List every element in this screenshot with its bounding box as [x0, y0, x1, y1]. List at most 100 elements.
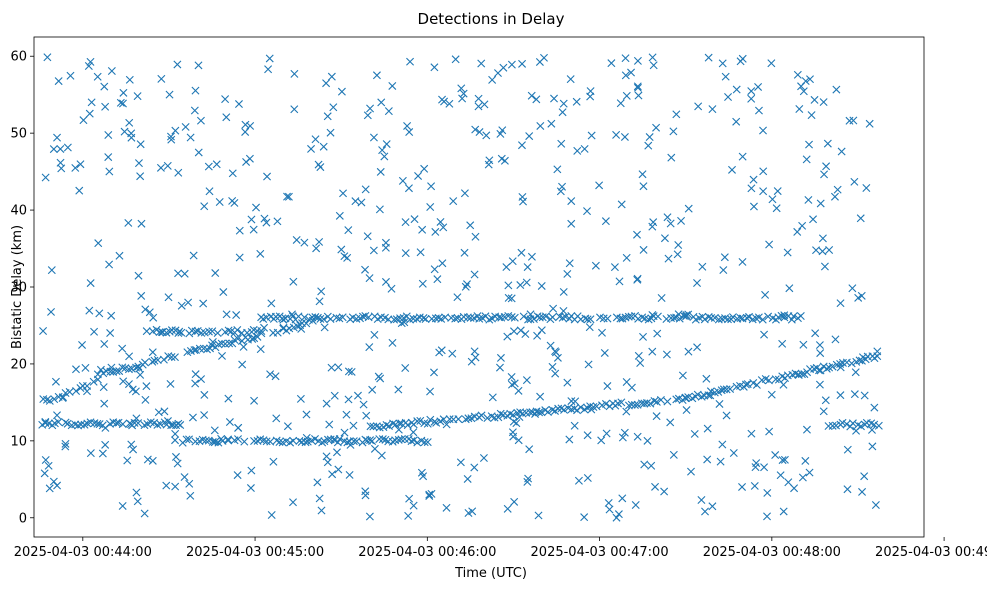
detection-point [368, 437, 377, 446]
detection-point [496, 409, 505, 418]
detection-point [649, 61, 658, 70]
detection-point [820, 262, 829, 271]
detection-point [453, 293, 462, 302]
detection-point [180, 473, 189, 482]
detection-point [752, 459, 761, 468]
detection-point [750, 481, 759, 490]
detection-point [256, 345, 265, 354]
detection-point [573, 146, 582, 155]
detection-point [684, 204, 693, 213]
detection-point [640, 460, 649, 469]
detection-point [778, 339, 787, 348]
x-tick-label: 2025-04-03 00:48:00 [703, 545, 841, 560]
detection-point [605, 505, 614, 514]
x-tick-label: 2025-04-03 00:49:00 [875, 545, 987, 560]
detection-point [648, 347, 657, 356]
detection-point [171, 126, 180, 135]
detection-point [218, 436, 227, 445]
detection-point [509, 327, 518, 336]
detection-point [344, 226, 353, 235]
detection-point [222, 113, 231, 122]
detection-point [529, 315, 538, 323]
detection-point [247, 215, 256, 224]
detection-point [805, 140, 814, 149]
detection-point [870, 403, 879, 412]
detection-point [332, 313, 341, 322]
detection-point [93, 72, 102, 81]
detection-point [211, 269, 220, 278]
detection-point [50, 395, 59, 404]
detection-point [537, 326, 546, 335]
detection-point [474, 94, 483, 103]
detection-point [416, 416, 425, 425]
detection-point [390, 315, 399, 324]
detection-point [719, 266, 728, 275]
detection-point [749, 202, 758, 211]
detection-point [639, 245, 648, 254]
detection-point [442, 503, 451, 512]
detection-point [870, 420, 879, 429]
detection-point [679, 311, 688, 320]
detection-point [200, 202, 209, 211]
detection-point [468, 507, 477, 516]
detection-point [586, 87, 595, 96]
detection-point [240, 437, 249, 446]
detection-point [233, 334, 242, 343]
detection-point [127, 133, 136, 142]
detection-point [741, 380, 750, 389]
detection-point [155, 328, 164, 337]
detection-point [196, 116, 205, 125]
detection-point [195, 344, 204, 353]
detection-point [708, 105, 717, 114]
detection-point [174, 168, 183, 177]
detection-point [821, 396, 830, 405]
detection-point [648, 53, 657, 62]
detection-point [622, 91, 631, 100]
detection-point [716, 457, 725, 466]
detection-point [776, 471, 785, 480]
detection-point [607, 59, 616, 68]
detection-point [627, 68, 636, 77]
detection-point [171, 452, 180, 461]
detection-point [445, 99, 454, 108]
detection-point [416, 248, 425, 257]
detection-point [72, 365, 80, 374]
detection-point [466, 313, 475, 322]
detection-point [436, 217, 445, 226]
detection-point [507, 372, 516, 381]
detection-point [257, 329, 266, 338]
detection-point [773, 187, 782, 196]
detection-point [832, 85, 841, 94]
detection-point [621, 71, 630, 80]
detection-point [205, 187, 214, 196]
detection-point [503, 332, 512, 341]
detection-point [720, 253, 729, 262]
detection-point [42, 395, 51, 404]
detection-point [723, 315, 732, 324]
detection-point [818, 234, 827, 243]
detection-point [551, 347, 560, 356]
detection-point [323, 458, 332, 467]
detection-point [865, 119, 874, 128]
detection-point [664, 254, 673, 263]
detection-point [345, 470, 354, 479]
detection-point [156, 163, 165, 172]
detection-point [525, 132, 534, 141]
detection-point [420, 438, 429, 447]
detection-point [174, 269, 183, 278]
detection-point [140, 509, 149, 518]
detection-point [119, 377, 128, 386]
detection-point [675, 314, 684, 323]
detection-point [873, 352, 882, 361]
detection-point [61, 442, 70, 451]
detection-point [39, 326, 48, 335]
detection-point [802, 425, 811, 434]
detection-point [409, 436, 418, 445]
detection-point [300, 313, 309, 322]
detection-point [510, 497, 519, 506]
detection-point [634, 351, 643, 360]
detection-point [427, 182, 436, 191]
detection-point [868, 425, 876, 434]
detection-point [125, 118, 134, 127]
detection-point [622, 407, 631, 416]
